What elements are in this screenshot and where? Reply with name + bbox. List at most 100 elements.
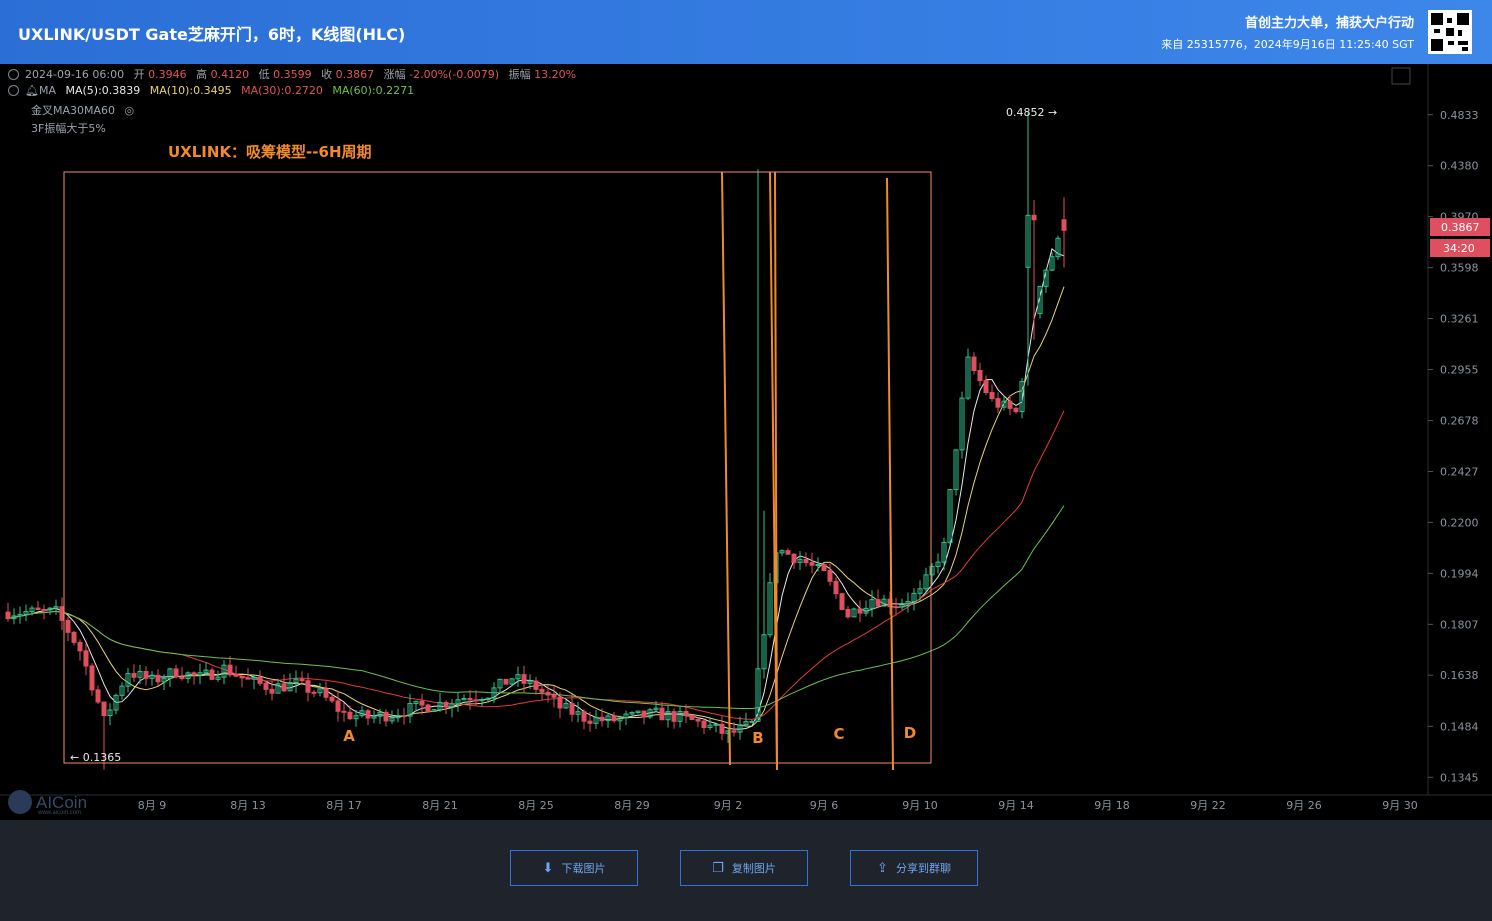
x-tick-label: 8月 9 bbox=[138, 799, 167, 812]
candle-body bbox=[59, 606, 65, 621]
candle-body bbox=[377, 711, 383, 717]
candle-body bbox=[77, 641, 83, 652]
candle-body bbox=[191, 672, 197, 676]
candle-body bbox=[203, 669, 209, 674]
amp-value: 13.20% bbox=[534, 68, 577, 81]
collapse-icon[interactable] bbox=[8, 69, 19, 80]
candle-body bbox=[791, 553, 797, 563]
candle-body bbox=[359, 710, 365, 717]
candle-body bbox=[5, 611, 11, 620]
candle-body bbox=[461, 697, 467, 701]
candle-body bbox=[1025, 214, 1031, 268]
candle-body bbox=[857, 608, 863, 614]
amp-label: 振幅 bbox=[508, 68, 531, 81]
candle-body bbox=[47, 607, 53, 611]
candle-body bbox=[401, 715, 407, 718]
share-label: 分享到群聊 bbox=[895, 862, 951, 875]
candle-body bbox=[929, 565, 935, 576]
ma10-line bbox=[7, 286, 1065, 727]
candle-body bbox=[641, 710, 647, 718]
share-group-button[interactable]: ⇪ 分享到群聊 bbox=[850, 850, 978, 886]
x-tick-label: 8月 21 bbox=[422, 799, 458, 812]
candle-body bbox=[1055, 237, 1061, 258]
ma30-value: MA(30):0.2720 bbox=[241, 84, 323, 97]
candle-body bbox=[155, 674, 161, 683]
candle-body bbox=[449, 703, 455, 708]
candle-body bbox=[1007, 400, 1013, 409]
phase-label-d: D bbox=[904, 724, 916, 742]
candle-body bbox=[269, 688, 275, 694]
candle-body bbox=[1001, 400, 1007, 408]
candle-body bbox=[959, 397, 965, 451]
candle-body bbox=[845, 608, 851, 618]
x-tick-label: 9月 10 bbox=[902, 799, 938, 812]
candle-body bbox=[731, 730, 737, 733]
bell-icon[interactable]: 🔔︎ bbox=[25, 84, 39, 97]
chart-title: UXLINK/USDT Gate芝麻开门，6时，K线图(HLC) bbox=[18, 25, 406, 44]
candle-body bbox=[41, 608, 47, 611]
copy-image-button[interactable]: ❐ 复制图片 bbox=[680, 850, 808, 886]
candle-body bbox=[1019, 381, 1025, 413]
download-image-button[interactable]: ⬇ 下载图片 bbox=[510, 850, 638, 886]
candle-body bbox=[353, 715, 359, 720]
aicoin-logo: AICoin www.aicoin.com bbox=[8, 790, 87, 816]
candle-body bbox=[53, 606, 59, 609]
candle-body bbox=[767, 582, 773, 636]
candle-body bbox=[737, 724, 743, 733]
candle-body bbox=[533, 680, 539, 690]
x-tick-label: 9月 30 bbox=[1382, 799, 1418, 812]
candle-body bbox=[1013, 407, 1019, 413]
candle-body bbox=[515, 674, 521, 680]
header-source: 来自 25315776，2024年9月16日 11:25:40 SGT bbox=[1161, 38, 1414, 51]
x-tick-label: 9月 26 bbox=[1286, 799, 1322, 812]
candlestick-chart[interactable]: UXLINK：吸筹模型--6H周期 A B C D 0.4852 → ← 0.1365 0.… bbox=[0, 64, 1492, 820]
candle-body bbox=[839, 593, 845, 610]
collapse-icon[interactable] bbox=[8, 85, 19, 96]
candle-body bbox=[827, 569, 833, 582]
candle-body bbox=[953, 449, 959, 491]
candle-body bbox=[239, 675, 245, 679]
qr-code bbox=[1428, 10, 1472, 54]
x-tick-label: 8月 29 bbox=[614, 799, 650, 812]
candle-body bbox=[251, 676, 257, 680]
candle-body bbox=[95, 689, 101, 703]
candle-body bbox=[365, 710, 371, 719]
candle-body bbox=[575, 711, 581, 715]
candle-body bbox=[527, 680, 533, 684]
high-label: 高 bbox=[196, 68, 208, 81]
candle-body bbox=[383, 711, 389, 722]
candle-body bbox=[623, 713, 629, 719]
candle-body bbox=[23, 611, 29, 615]
candle-body bbox=[671, 711, 677, 722]
candle-body bbox=[635, 710, 641, 713]
low-label: 低 bbox=[258, 68, 270, 81]
candle-body bbox=[1037, 285, 1043, 315]
x-tick-label: 8月 13 bbox=[230, 799, 266, 812]
candle-body bbox=[599, 716, 605, 722]
countdown-tag bbox=[1430, 239, 1490, 257]
candle-body bbox=[905, 601, 911, 604]
candle-body bbox=[17, 613, 23, 617]
candle-body bbox=[935, 561, 941, 567]
candle-body bbox=[569, 703, 575, 715]
candle-body bbox=[173, 668, 179, 678]
candle-body bbox=[107, 709, 113, 717]
candle-body bbox=[917, 588, 923, 594]
eye-icon[interactable]: ◎ bbox=[124, 104, 135, 117]
candle-body bbox=[665, 711, 671, 721]
candle-body bbox=[113, 694, 119, 711]
candle-body bbox=[233, 674, 239, 677]
y-tick-label: 0.3598 bbox=[1440, 262, 1479, 275]
chart-area[interactable]: UXLINK：吸筹模型--6H周期 A B C D 0.4852 → ← 0.1365 0.… bbox=[0, 64, 1492, 820]
candle-body bbox=[119, 685, 125, 696]
annotation-title: UXLINK：吸筹模型--6H周期 bbox=[168, 143, 372, 161]
candle-body bbox=[581, 711, 587, 722]
candle-body bbox=[65, 619, 71, 633]
candle-body bbox=[275, 683, 281, 694]
candle-body bbox=[659, 707, 665, 721]
candle-body bbox=[617, 717, 623, 722]
candle-body bbox=[869, 599, 875, 609]
candle-body bbox=[263, 682, 269, 690]
low-marker: ← 0.1365 bbox=[70, 751, 121, 764]
phase-divider-line bbox=[886, 177, 894, 771]
